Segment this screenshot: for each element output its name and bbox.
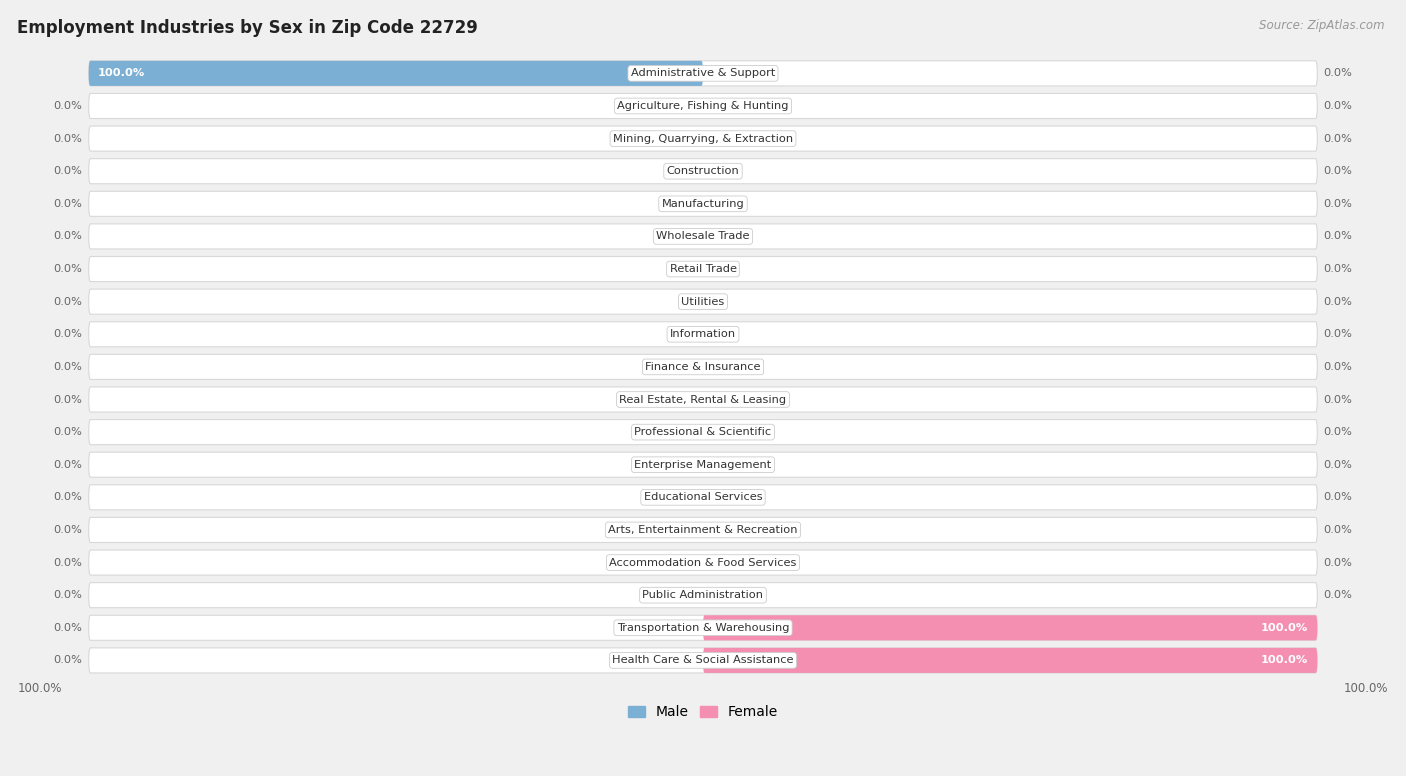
FancyBboxPatch shape: [89, 158, 1317, 184]
Text: 0.0%: 0.0%: [53, 264, 83, 274]
Text: 0.0%: 0.0%: [53, 101, 83, 111]
Text: Educational Services: Educational Services: [644, 492, 762, 502]
Text: 0.0%: 0.0%: [1323, 231, 1353, 241]
FancyBboxPatch shape: [89, 257, 1317, 282]
Text: Construction: Construction: [666, 166, 740, 176]
Text: 0.0%: 0.0%: [1323, 329, 1353, 339]
Text: 0.0%: 0.0%: [1323, 199, 1353, 209]
Text: Mining, Quarrying, & Extraction: Mining, Quarrying, & Extraction: [613, 133, 793, 144]
Text: 0.0%: 0.0%: [1323, 591, 1353, 600]
Text: Source: ZipAtlas.com: Source: ZipAtlas.com: [1260, 19, 1385, 33]
Text: 0.0%: 0.0%: [53, 459, 83, 469]
FancyBboxPatch shape: [89, 583, 1317, 608]
Text: Health Care & Social Assistance: Health Care & Social Assistance: [612, 656, 794, 665]
FancyBboxPatch shape: [89, 550, 1317, 575]
FancyBboxPatch shape: [89, 355, 1317, 379]
Text: Wholesale Trade: Wholesale Trade: [657, 231, 749, 241]
FancyBboxPatch shape: [89, 420, 1317, 445]
FancyBboxPatch shape: [89, 61, 1317, 86]
FancyBboxPatch shape: [89, 452, 1317, 477]
Text: 0.0%: 0.0%: [1323, 264, 1353, 274]
FancyBboxPatch shape: [89, 518, 1317, 542]
Legend: Male, Female: Male, Female: [623, 699, 783, 725]
FancyBboxPatch shape: [703, 648, 1317, 673]
FancyBboxPatch shape: [89, 615, 1317, 640]
Text: Accommodation & Food Services: Accommodation & Food Services: [609, 558, 797, 567]
Text: 0.0%: 0.0%: [53, 166, 83, 176]
Text: Arts, Entertainment & Recreation: Arts, Entertainment & Recreation: [609, 525, 797, 535]
Text: 0.0%: 0.0%: [53, 427, 83, 437]
Text: 0.0%: 0.0%: [53, 525, 83, 535]
Text: Agriculture, Fishing & Hunting: Agriculture, Fishing & Hunting: [617, 101, 789, 111]
Text: 0.0%: 0.0%: [1323, 459, 1353, 469]
FancyBboxPatch shape: [89, 387, 1317, 412]
FancyBboxPatch shape: [89, 322, 1317, 347]
Text: Transportation & Warehousing: Transportation & Warehousing: [617, 623, 789, 632]
FancyBboxPatch shape: [89, 485, 1317, 510]
FancyBboxPatch shape: [89, 289, 1317, 314]
Text: 0.0%: 0.0%: [1323, 362, 1353, 372]
Text: 0.0%: 0.0%: [53, 623, 83, 632]
Text: 0.0%: 0.0%: [1323, 558, 1353, 567]
Text: 0.0%: 0.0%: [1323, 133, 1353, 144]
Text: 0.0%: 0.0%: [1323, 394, 1353, 404]
FancyBboxPatch shape: [89, 648, 1317, 673]
FancyBboxPatch shape: [89, 224, 1317, 249]
Text: Public Administration: Public Administration: [643, 591, 763, 600]
Text: 0.0%: 0.0%: [53, 329, 83, 339]
Text: 0.0%: 0.0%: [1323, 68, 1353, 78]
Text: 0.0%: 0.0%: [53, 394, 83, 404]
FancyBboxPatch shape: [89, 126, 1317, 151]
Text: Enterprise Management: Enterprise Management: [634, 459, 772, 469]
FancyBboxPatch shape: [89, 61, 703, 86]
Text: Utilities: Utilities: [682, 296, 724, 307]
Text: 0.0%: 0.0%: [53, 362, 83, 372]
Text: Administrative & Support: Administrative & Support: [631, 68, 775, 78]
Text: Real Estate, Rental & Leasing: Real Estate, Rental & Leasing: [620, 394, 786, 404]
Text: Finance & Insurance: Finance & Insurance: [645, 362, 761, 372]
Text: 100.0%: 100.0%: [1343, 681, 1388, 695]
Text: 0.0%: 0.0%: [53, 133, 83, 144]
Text: 100.0%: 100.0%: [98, 68, 145, 78]
Text: 0.0%: 0.0%: [53, 199, 83, 209]
Text: 0.0%: 0.0%: [1323, 166, 1353, 176]
Text: Employment Industries by Sex in Zip Code 22729: Employment Industries by Sex in Zip Code…: [17, 19, 478, 37]
FancyBboxPatch shape: [89, 93, 1317, 119]
FancyBboxPatch shape: [703, 615, 1317, 640]
Text: Professional & Scientific: Professional & Scientific: [634, 427, 772, 437]
Text: Retail Trade: Retail Trade: [669, 264, 737, 274]
Text: Manufacturing: Manufacturing: [662, 199, 744, 209]
Text: 0.0%: 0.0%: [53, 492, 83, 502]
FancyBboxPatch shape: [89, 191, 1317, 217]
Text: 0.0%: 0.0%: [53, 591, 83, 600]
Text: Information: Information: [669, 329, 737, 339]
Text: 0.0%: 0.0%: [1323, 296, 1353, 307]
Text: 100.0%: 100.0%: [18, 681, 63, 695]
Text: 0.0%: 0.0%: [1323, 525, 1353, 535]
Text: 0.0%: 0.0%: [53, 656, 83, 665]
Text: 0.0%: 0.0%: [1323, 427, 1353, 437]
Text: 0.0%: 0.0%: [53, 558, 83, 567]
Text: 0.0%: 0.0%: [1323, 492, 1353, 502]
Text: 100.0%: 100.0%: [1261, 623, 1308, 632]
Text: 0.0%: 0.0%: [53, 296, 83, 307]
Text: 100.0%: 100.0%: [1261, 656, 1308, 665]
Text: 0.0%: 0.0%: [1323, 101, 1353, 111]
Text: 0.0%: 0.0%: [53, 231, 83, 241]
